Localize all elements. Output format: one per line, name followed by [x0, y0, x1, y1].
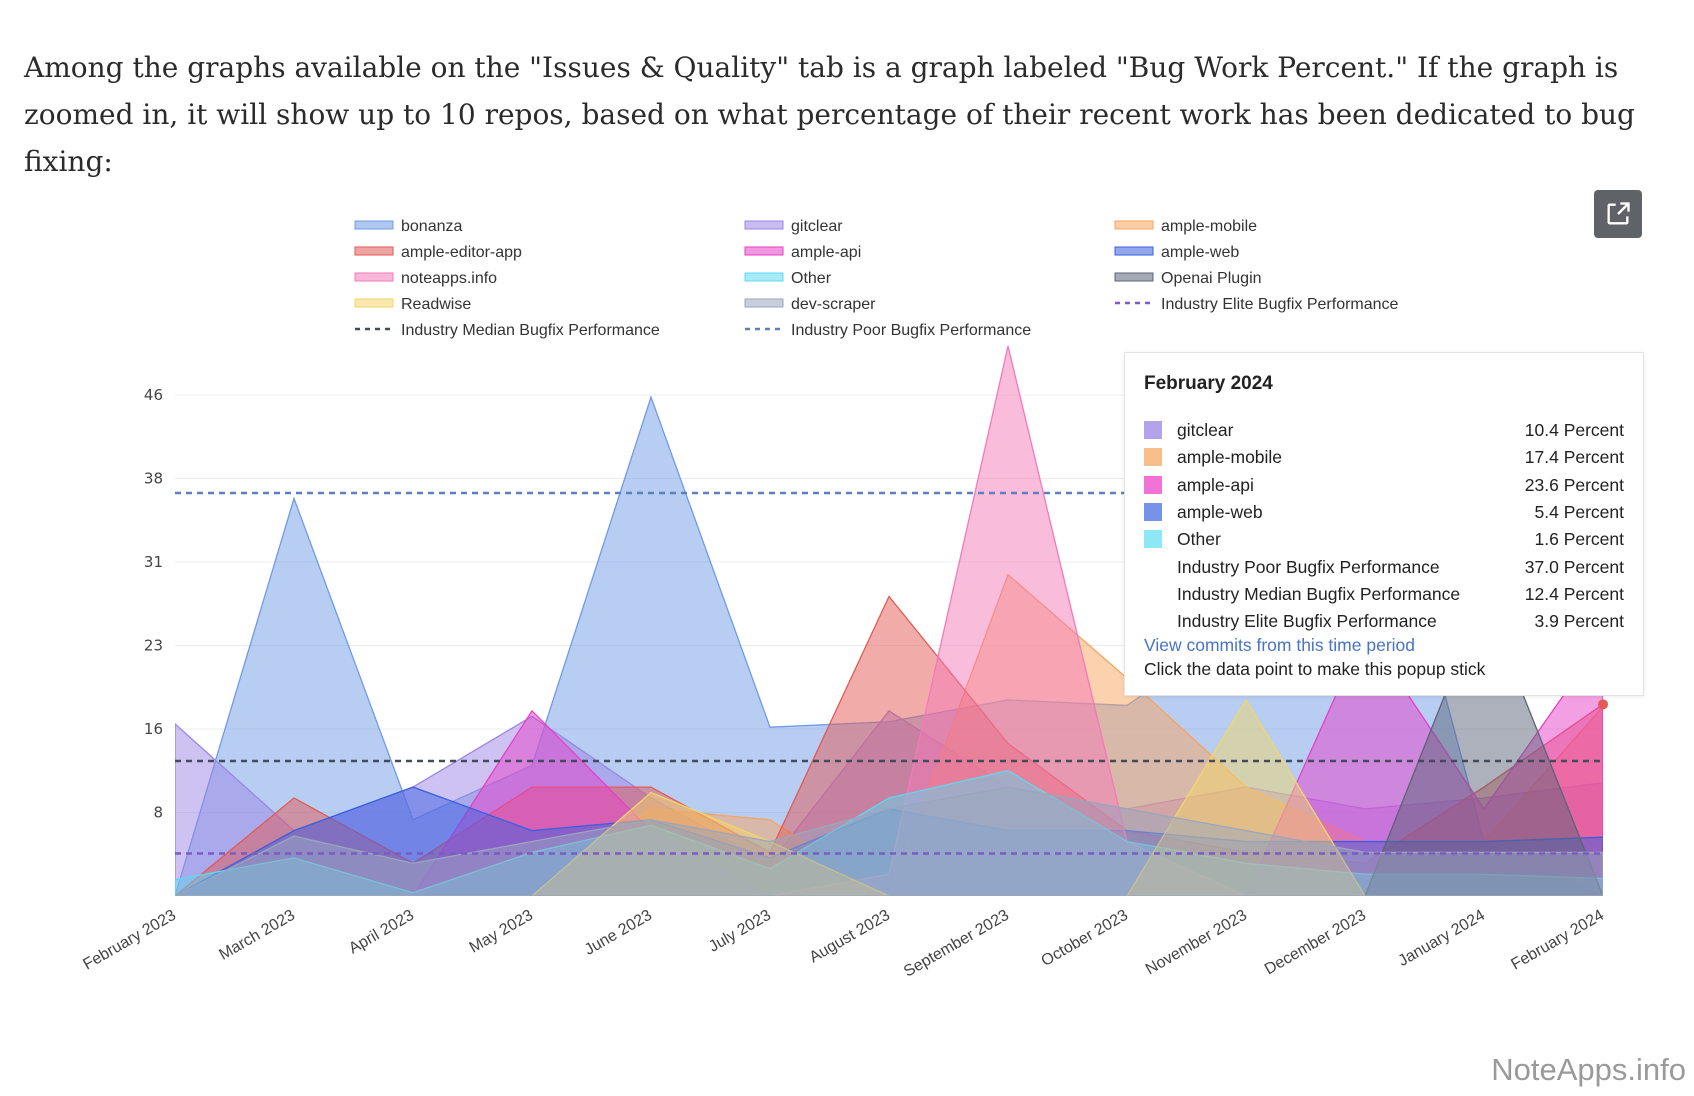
- x-tick-label: September 2023: [901, 907, 1012, 981]
- x-tick-label: June 2023: [582, 907, 655, 959]
- external-link-icon: [1607, 202, 1630, 225]
- x-tick-label: March 2023: [216, 907, 298, 964]
- y-tick-label: 31: [144, 553, 163, 571]
- y-tick-label: 46: [144, 386, 163, 404]
- tooltip-series-name: ample-mobile: [1177, 447, 1283, 468]
- tooltip-row: ample-api 23.6 Percent: [1144, 472, 1624, 498]
- tooltip-row: Industry Poor Bugfix Performance 37.0 Per…: [1144, 554, 1624, 580]
- legend-swatch: [1114, 246, 1154, 256]
- legend-item-label[interactable]: Industry Poor Bugfix Performance: [791, 322, 1031, 339]
- tooltip-note: Click the data point to make this popup …: [1144, 659, 1486, 679]
- x-tick-label: April 2023: [346, 907, 417, 958]
- tooltip-series-name: ample-api: [1177, 474, 1254, 495]
- tooltip-series-name: Industry Median Bugfix Performance: [1177, 583, 1461, 604]
- legend-swatch: [354, 272, 394, 282]
- x-tick-label: July 2023: [706, 907, 774, 956]
- legend-swatch: [744, 220, 784, 230]
- legend-item-label[interactable]: gitclear: [791, 218, 843, 235]
- legend-item-label[interactable]: ample-web: [1161, 244, 1239, 261]
- tooltip-series-value: 12.4 Percent: [1524, 583, 1624, 604]
- x-tick-label: December 2023: [1262, 907, 1369, 979]
- legend-swatch: [744, 298, 784, 308]
- x-tick-label: November 2023: [1143, 907, 1250, 979]
- legend-swatch: [1114, 220, 1154, 230]
- legend-swatch: [354, 246, 394, 256]
- area-series-noteapps-info[interactable]: [175, 346, 1603, 896]
- series-swatch: [1144, 502, 1162, 521]
- tooltip-series-value: 37.0 Percent: [1524, 556, 1624, 577]
- tooltip-row: Industry Median Bugfix Performance 12.4 P…: [1144, 581, 1624, 607]
- legend-item-label[interactable]: Industry Median Bugfix Performance: [401, 322, 660, 339]
- y-tick-label: 38: [144, 470, 163, 488]
- series-swatch: [1144, 421, 1162, 439]
- legend-item-label[interactable]: bonanza: [401, 218, 462, 235]
- tooltip-row: gitclear 10.4 Percent: [1144, 417, 1624, 443]
- tooltip-series-name: Industry Elite Bugfix Performance: [1177, 611, 1437, 632]
- legend-item-label[interactable]: Openai Plugin: [1161, 270, 1262, 287]
- legend-item-label[interactable]: ample-mobile: [1161, 218, 1257, 235]
- tooltip-series-name: gitclear: [1177, 420, 1234, 440]
- legend-item-label[interactable]: dev-scraper: [791, 296, 876, 313]
- legend-item-label[interactable]: ample-api: [791, 244, 861, 261]
- legend-item-label[interactable]: Readwise: [401, 296, 471, 313]
- x-tick-label: May 2023: [467, 907, 536, 957]
- series-swatch: [1144, 448, 1162, 467]
- tooltip-series-value: 1.6 Percent: [1534, 529, 1625, 550]
- view-commits-link[interactable]: View commits from this time period: [1144, 635, 1416, 655]
- legend-swatch: [354, 298, 394, 308]
- legend-item-label[interactable]: Industry Elite Bugfix Performance: [1161, 296, 1399, 313]
- tooltip-row: ample-web 5.4 Percent: [1144, 499, 1624, 525]
- legend-swatch: [744, 272, 784, 282]
- tooltip-series-value: 10.4 Percent: [1524, 420, 1624, 440]
- legend-item-label[interactable]: Other: [791, 270, 832, 287]
- tooltip-series-name: ample-web: [1177, 501, 1263, 522]
- tooltip-series-value: 3.9 Percent: [1534, 611, 1625, 632]
- tooltip-row: Other 1.6 Percent: [1144, 526, 1624, 552]
- x-tick-label: February 2023: [80, 907, 179, 974]
- series-swatch: [1144, 530, 1162, 549]
- x-tick-label: October 2023: [1039, 907, 1132, 970]
- x-tick-label: February 2024: [1508, 907, 1607, 974]
- series-swatch: [1144, 475, 1162, 494]
- tooltip-title: February 2024: [1144, 373, 1273, 394]
- y-tick-label: 23: [144, 637, 163, 655]
- legend-item-label[interactable]: noteapps.info: [401, 270, 497, 287]
- tooltip-series-value: 23.6 Percent: [1524, 474, 1624, 495]
- legend-item-label[interactable]: ample-editor-app: [401, 244, 522, 261]
- x-tick-label: January 2024: [1396, 907, 1489, 970]
- y-tick-label: 8: [153, 803, 163, 821]
- y-tick-label: 16: [144, 720, 163, 738]
- tooltip-series-name: Other: [1177, 529, 1221, 550]
- tooltip-series-value: 5.4 Percent: [1534, 501, 1625, 522]
- tooltip-series-name: Industry Poor Bugfix Performance: [1177, 556, 1440, 577]
- tooltip-series-value: 17.4 Percent: [1524, 447, 1624, 468]
- open-external-button[interactable]: [1594, 190, 1642, 238]
- legend-swatch: [354, 220, 394, 230]
- intro-paragraph: Among the graphs available on the "Issue…: [24, 51, 1635, 178]
- legend-swatch: [1114, 272, 1154, 282]
- hover-tooltip: February 2024 gitclear 10.4 Percent ample-…: [1124, 352, 1644, 696]
- watermark: NoteApps.info: [1491, 1052, 1686, 1087]
- hover-point-marker: [1598, 699, 1608, 710]
- tooltip-row: ample-mobile 17.4 Percent: [1144, 444, 1624, 470]
- tooltip-row: Industry Elite Bugfix Performance 3.9 Per…: [1144, 608, 1624, 634]
- x-tick-label: August 2023: [807, 907, 893, 967]
- legend-swatch: [744, 246, 784, 256]
